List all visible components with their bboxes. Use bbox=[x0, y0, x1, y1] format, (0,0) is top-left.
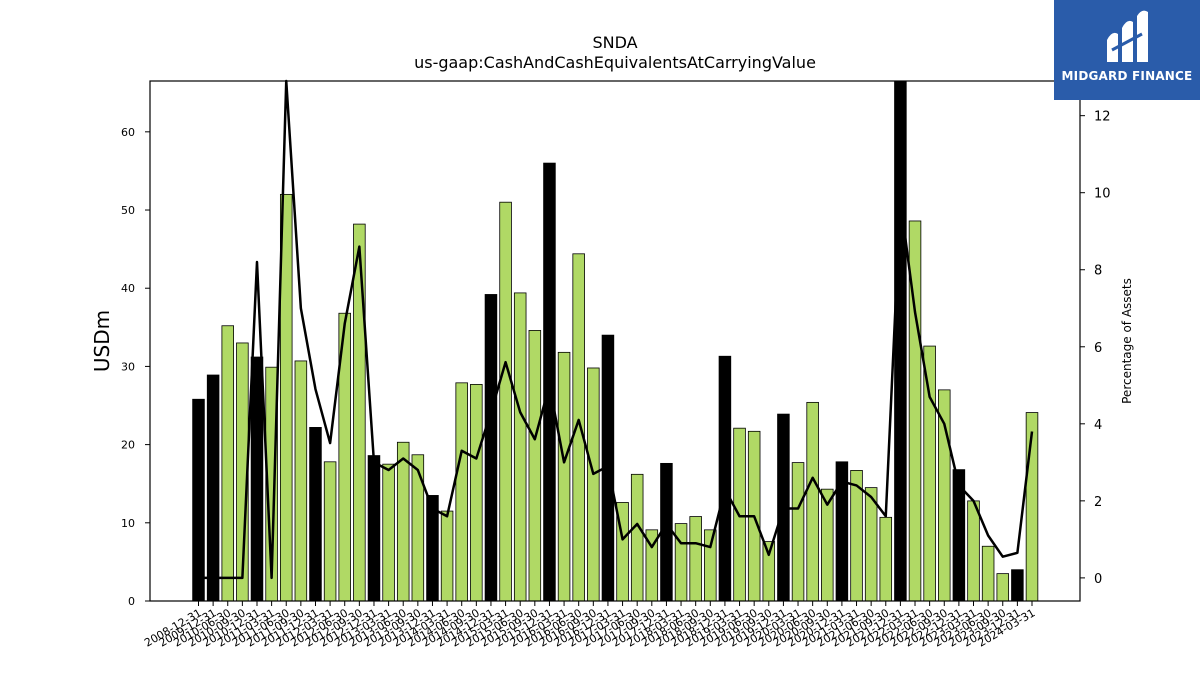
bar-2022-09-30 bbox=[996, 573, 1010, 602]
bar-2014-12-31 bbox=[543, 162, 556, 602]
bar-2021-06-30 bbox=[923, 345, 936, 602]
bar-2011-12-31 bbox=[367, 455, 381, 602]
bar-2013-03-31 bbox=[440, 510, 454, 602]
bar-2013-12-31 bbox=[484, 294, 498, 602]
bar-2020-06-30 bbox=[864, 487, 878, 602]
bar-2015-03-31 bbox=[557, 351, 571, 602]
bar-2019-03-31 bbox=[791, 462, 805, 602]
y-tick-label: 60 bbox=[121, 126, 135, 139]
y2-tick-label: 6 bbox=[1094, 341, 1102, 356]
bar-2019-06-30 bbox=[806, 401, 819, 602]
bar-2009-12-31 bbox=[250, 356, 264, 602]
bar-2015-09-30 bbox=[587, 367, 600, 602]
chart-title: SNDA bbox=[592, 33, 637, 52]
bar-2018-09-30 bbox=[762, 541, 776, 602]
bar-2010-09-30 bbox=[294, 360, 308, 602]
bar-2011-03-31 bbox=[323, 461, 337, 602]
bar-2017-09-30 bbox=[704, 529, 717, 602]
bar-2020-09-30 bbox=[879, 516, 893, 602]
y-tick-label: 20 bbox=[121, 439, 135, 452]
bar-2014-09-30 bbox=[528, 330, 542, 602]
brand-logo: MIDGARD FINANCE bbox=[1054, 0, 1200, 100]
y-tick-label: 10 bbox=[121, 517, 135, 530]
y-tick-label: 40 bbox=[121, 282, 135, 295]
y-tick-label: 30 bbox=[121, 360, 135, 373]
y-axis-right: 0 2 4 6 8 10 12 bbox=[1080, 110, 1111, 587]
chart-subtitle: us-gaap:CashAndCashEquivalentsAtCarrying… bbox=[414, 53, 816, 72]
bar-2012-09-30 bbox=[411, 454, 425, 602]
y-axis-label: USDm bbox=[90, 310, 114, 372]
bar-2017-03-31 bbox=[674, 523, 688, 602]
midgard-logo-icon bbox=[1107, 10, 1148, 63]
bar-2016-06-30 bbox=[630, 473, 644, 602]
bar-2011-09-30 bbox=[353, 223, 366, 602]
y2-tick-label: 10 bbox=[1094, 187, 1111, 202]
y-axis-left: 0 10 20 30 40 50 60 bbox=[121, 126, 150, 608]
bar-2022-06-30 bbox=[981, 545, 995, 602]
bar-2014-06-30 bbox=[513, 292, 527, 602]
bar-2015-06-30 bbox=[572, 253, 585, 602]
bar-2012-06-30 bbox=[396, 441, 410, 602]
bar-2009-06-30 bbox=[221, 325, 234, 602]
bar-2009-03-31 bbox=[206, 374, 220, 602]
bar-2013-09-30 bbox=[470, 383, 483, 602]
y2-tick-label: 2 bbox=[1094, 495, 1102, 510]
bar-2010-12-31 bbox=[309, 427, 322, 602]
y2-tick-label: 8 bbox=[1094, 264, 1102, 279]
bar-2022-03-31 bbox=[967, 500, 980, 602]
bar-2012-03-31 bbox=[382, 463, 395, 602]
x-axis: 2008-12-312009-12-312010-06-302010-09-30… bbox=[142, 601, 1038, 650]
y-tick-label: 0 bbox=[128, 595, 135, 608]
plot-frame bbox=[149, 80, 1081, 602]
brand-name: MIDGARD FINANCE bbox=[1061, 69, 1193, 83]
y2-tick-label: 0 bbox=[1094, 572, 1102, 587]
bar-2019-09-30 bbox=[821, 488, 834, 602]
percentage-line bbox=[198, 79, 1034, 580]
y2-tick-label: 4 bbox=[1094, 418, 1102, 433]
bar-2017-12-31 bbox=[718, 355, 732, 602]
y2-axis-label: Percentage of Assets bbox=[1120, 278, 1134, 404]
y2-tick-label: 12 bbox=[1094, 110, 1111, 125]
y-tick-label: 50 bbox=[121, 204, 135, 217]
bar-series bbox=[192, 80, 1039, 602]
bar-2017-06-30 bbox=[689, 516, 702, 602]
bar-2014-03-31 bbox=[499, 201, 512, 602]
bar-2022-12-31 bbox=[1011, 569, 1024, 602]
bar-2008-12-31 bbox=[192, 398, 205, 602]
bar-2013-06-30 bbox=[455, 382, 468, 602]
bar-2020-12-31 bbox=[894, 80, 907, 602]
